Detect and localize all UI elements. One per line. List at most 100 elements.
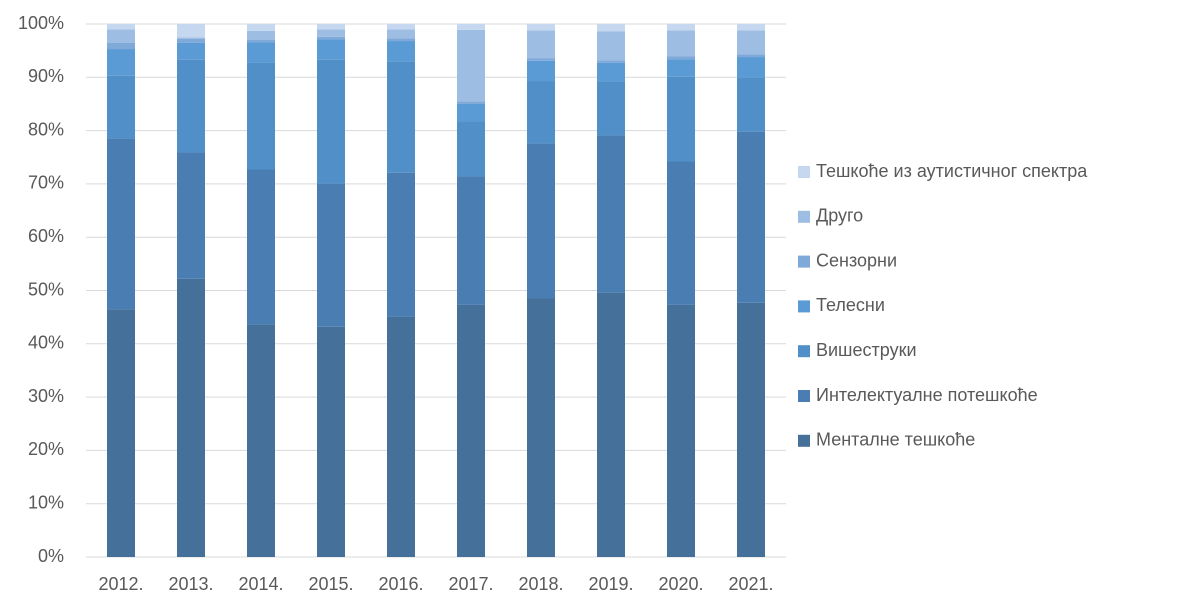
bar-segment (667, 76, 695, 162)
y-tick-label: 50% (28, 279, 64, 299)
bar-segment (247, 42, 275, 63)
bar-segment (667, 304, 695, 557)
bar-segment (177, 38, 205, 43)
bar-segment (457, 101, 485, 104)
bar-segment (177, 37, 205, 39)
bar-segment (177, 59, 205, 153)
bar-segment (737, 57, 765, 78)
bar-segment (737, 302, 765, 557)
bar-segment (737, 77, 765, 132)
bar-segment (667, 24, 695, 31)
bar-segment (177, 278, 205, 557)
bar-segment (247, 62, 275, 170)
y-tick-label: 20% (28, 439, 64, 459)
bar-segment (457, 103, 485, 122)
bar-segment (527, 58, 555, 61)
legend-swatch (798, 390, 810, 402)
y-tick-label: 90% (28, 66, 64, 86)
legend-swatch (798, 166, 810, 178)
bar-segment (107, 309, 135, 557)
bar-segment (177, 42, 205, 60)
y-tick-label: 40% (28, 333, 64, 353)
bar-segment (527, 30, 555, 59)
bar-segment (597, 62, 625, 82)
bar-segment (317, 59, 345, 184)
bar-segment (737, 131, 765, 303)
bar-segment (737, 24, 765, 31)
x-tick-label: 2017. (448, 574, 493, 594)
x-tick-label: 2019. (588, 574, 633, 594)
bar-segment (667, 56, 695, 60)
bar-segment (387, 24, 415, 30)
x-tick-label: 2014. (238, 574, 283, 594)
legend-label: Интелектуалне потешкоће (816, 385, 1038, 405)
bar-segment (247, 169, 275, 325)
x-tick-label: 2021. (728, 574, 773, 594)
bar-segment (597, 31, 625, 61)
bar-segment (597, 81, 625, 136)
bar-segment (317, 24, 345, 30)
bar-segment (527, 81, 555, 144)
bar-segment (527, 60, 555, 82)
legend-swatch (798, 255, 810, 268)
legend-label: Телесни (816, 295, 885, 315)
bar-segment (527, 24, 555, 31)
bar-segment (527, 143, 555, 299)
x-tick-label: 2020. (658, 574, 703, 594)
y-tick-label: 100% (18, 13, 64, 33)
bar-segment (317, 29, 345, 37)
bar-segment (317, 39, 345, 60)
bar-segment (317, 183, 345, 327)
x-tick-label: 2012. (98, 574, 143, 594)
legend-label: Сензорни (816, 250, 897, 270)
bar-segment (177, 24, 205, 38)
bar-segment (247, 39, 275, 43)
bar-segment (457, 304, 485, 557)
bar-segment (597, 60, 625, 63)
bar-segment (177, 152, 205, 279)
bar-segment (317, 326, 345, 557)
y-tick-label: 0% (38, 546, 64, 566)
bar-segment (667, 59, 695, 77)
bar-segment (247, 324, 275, 557)
y-tick-label: 30% (28, 386, 64, 406)
bar-segment (667, 30, 695, 57)
bar-segment (247, 30, 275, 40)
legend-label: Друго (816, 206, 863, 226)
y-tick-label: 60% (28, 226, 64, 246)
legend-swatch (798, 300, 810, 313)
bar-segment (457, 176, 485, 305)
bar-segment (107, 29, 135, 43)
bar-segment (107, 138, 135, 310)
bar-segment (317, 36, 345, 40)
bar-segment (107, 42, 135, 50)
bar-segment (107, 24, 135, 30)
bar-segment (247, 24, 275, 31)
bar-segment (387, 172, 415, 317)
legend-swatch (798, 345, 810, 358)
legend-label: Менталне тешкоће (816, 430, 975, 450)
x-tick-label: 2015. (308, 574, 353, 594)
x-tick-label: 2013. (168, 574, 213, 594)
bar-segment (457, 29, 485, 102)
y-tick-label: 70% (28, 173, 64, 193)
bar-segment (527, 298, 555, 557)
bar-segment (667, 161, 695, 305)
x-tick-label: 2018. (518, 574, 563, 594)
bar-segment (387, 316, 415, 557)
y-tick-label: 10% (28, 492, 64, 512)
legend-swatch (798, 210, 810, 223)
bar-segment (107, 75, 135, 139)
legend-label: Вишеструки (816, 340, 917, 360)
bar-segment (387, 29, 415, 39)
legend-label: Тешкоће из аутистичног спектра (816, 161, 1088, 181)
bar-segment (387, 41, 415, 62)
bar-segment (737, 54, 765, 58)
x-tick-label: 2016. (378, 574, 423, 594)
legend-swatch (798, 434, 810, 447)
bar-segment (457, 24, 485, 30)
bar-segment (597, 135, 625, 293)
y-tick-label: 80% (28, 119, 64, 139)
bar-segment (107, 49, 135, 76)
